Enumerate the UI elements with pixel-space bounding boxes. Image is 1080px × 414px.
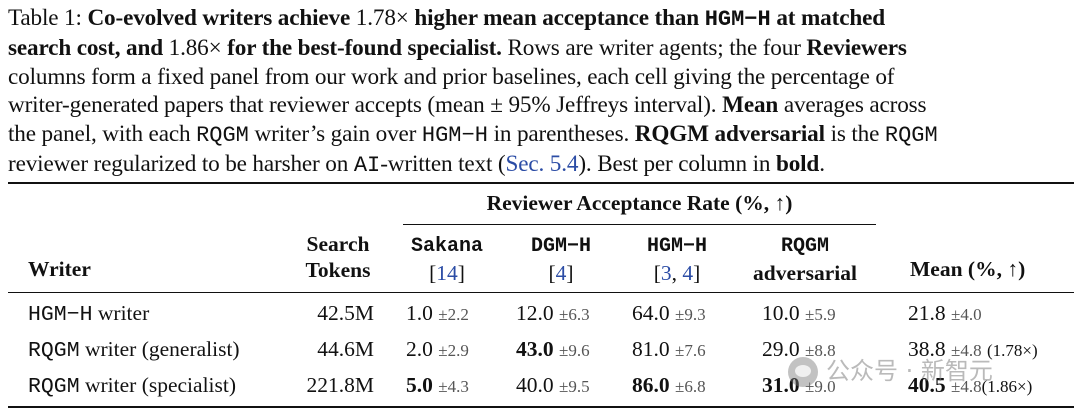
header-hgm-h: HGM−H [3, 4] xyxy=(646,235,707,285)
top-rule xyxy=(8,182,1074,184)
header-sakana: Sakana [14] xyxy=(410,235,483,285)
dgm-cell: 40.0 ±9.5 xyxy=(516,373,590,397)
sakana-cell: 2.0 ±2.9 xyxy=(406,337,469,361)
bottom-rule xyxy=(8,406,1074,408)
sakana-cell: 1.0 ±2.2 xyxy=(406,301,469,325)
group-header-rule xyxy=(403,224,876,225)
caption-line-5: the panel, with each RQGM writer’s gain … xyxy=(8,120,938,148)
caption-line-3: columns form a fixed panel from our work… xyxy=(8,63,895,90)
writer-cell: RQGM writer (generalist) xyxy=(28,337,240,363)
tokens-cell: 221.8M xyxy=(306,373,375,397)
header-mean: Mean (%, ↑) xyxy=(910,257,1026,281)
citation-link[interactable]: 4 xyxy=(682,261,694,285)
tokens-cell: 42.5M xyxy=(317,301,374,325)
caption-line-4: writer-generated papers that reviewer ac… xyxy=(8,92,927,119)
rqgm-cell: 31.0 ±9.0 xyxy=(762,373,836,397)
writer-cell: HGM−H writer xyxy=(28,301,150,327)
reviewer-group-header: Reviewer Acceptance Rate (%, ↑) xyxy=(486,191,793,215)
section-link[interactable]: Sec. 5.4 xyxy=(505,151,579,178)
rqgm-cell: 10.0 ±5.9 xyxy=(762,301,836,325)
header-search-tokens: Search Tokens xyxy=(305,232,371,282)
caption-line-6: reviewer regularized to be harsher on AI… xyxy=(8,151,825,179)
citation-link[interactable]: 14 xyxy=(436,261,458,285)
wechat-logo-icon xyxy=(788,357,818,387)
header-dgm-h: DGM−H [4] xyxy=(530,235,591,285)
mid-rule xyxy=(8,292,1074,293)
citation-link[interactable]: 4 xyxy=(555,261,567,285)
writer-cell: RQGM writer (specialist) xyxy=(28,373,237,399)
dgm-cell: 43.0 ±9.6 xyxy=(516,337,590,361)
caption-line-1: Table 1: Co-evolved writers achieve 1.78… xyxy=(8,5,885,32)
rqgm-cell: 29.0 ±8.8 xyxy=(762,337,836,361)
mean-cell: 40.5 ±4.8(1.86×) xyxy=(908,373,1033,397)
mean-cell: 21.8 ±4.0 xyxy=(908,301,982,325)
header-rqgm-adversarial: RQGM adversarial xyxy=(753,235,857,285)
header-writer: Writer xyxy=(28,257,91,281)
hgm-cell: 86.0 ±6.8 xyxy=(632,373,706,397)
hgm-cell: 64.0 ±9.3 xyxy=(632,301,706,325)
mean-cell: 38.8 ±4.8 (1.78×) xyxy=(908,337,1038,361)
sakana-cell: 5.0 ±4.3 xyxy=(406,373,469,397)
watermark: 公众号 · 新智元 xyxy=(788,352,1050,390)
table-caption: Table 1: Co-evolved writers achieve 1.78… xyxy=(8,4,1074,180)
caption-line-2: search cost, and 1.86× for the best-foun… xyxy=(8,35,907,62)
tokens-cell: 44.6M xyxy=(317,337,374,361)
citation-link[interactable]: 3 xyxy=(660,261,672,285)
dgm-cell: 12.0 ±6.3 xyxy=(516,301,590,325)
hgm-cell: 81.0 ±7.6 xyxy=(632,337,706,361)
